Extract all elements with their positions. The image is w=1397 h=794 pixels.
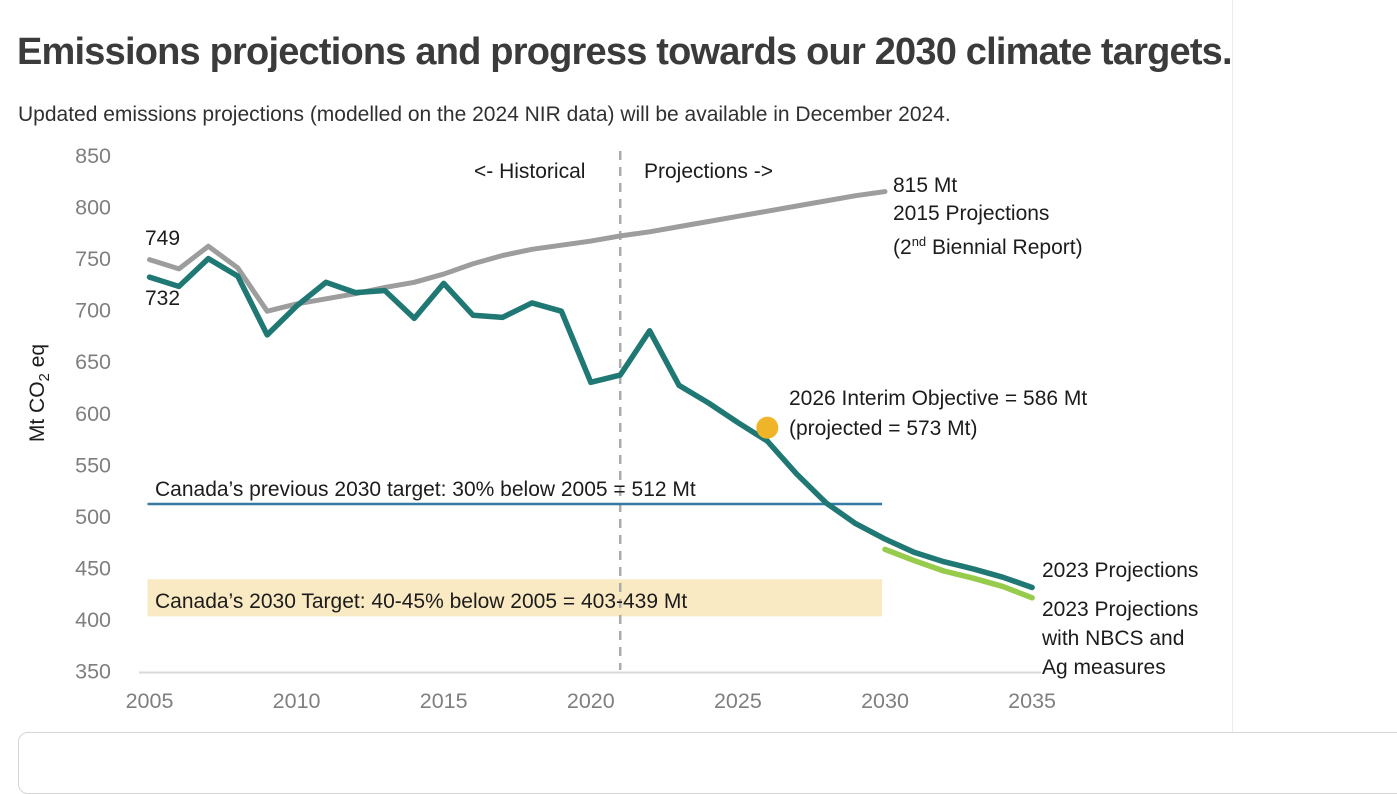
y-tick-label: 800 [75,196,111,220]
gray-series-start-value: 749 [145,227,181,250]
y-tick-label: 600 [75,402,111,426]
2015-projections-source: (2nd Biennial Report) [893,234,1083,259]
y-axis-title: Mt CO2 eq [26,344,53,442]
page-column-divider [1232,0,1233,732]
y-tick-label: 850 [75,144,111,168]
projections-label: Projections -> [644,160,773,183]
target-band [147,579,883,617]
y-axis-tick-labels: 850 800 750 700 650 600 550 500 450 400 350 [75,144,111,684]
page-title: Emissions projections and progress towar… [17,31,1233,74]
nbcs-line3: Ag measures [1042,656,1166,679]
y-tick-label: 350 [75,660,111,684]
teal-series-start-value: 732 [145,287,181,310]
x-axis-tick-labels: 2005 2010 2015 2020 2025 2030 2035 [126,689,1056,713]
series-line-0 [147,189,888,314]
interim-objective-dot [756,416,779,439]
2015-projections-name: 2015 Projections [893,202,1050,225]
nbcs-line1: 2023 Projections [1042,598,1199,621]
x-tick-label: 2030 [861,689,909,713]
y-tick-label: 500 [75,505,111,529]
interim-objective-marker [756,416,779,439]
x-tick-label: 2005 [126,689,174,713]
next-content-card-edge [18,732,1397,794]
series-line-1 [146,255,1035,591]
y-tick-label: 700 [75,299,111,323]
historical-label: <- Historical [474,160,586,183]
series-line-2 [882,546,1035,601]
y-tick-label: 650 [75,350,111,374]
previous-target-label: Canada’s previous 2030 target: 30% below… [155,478,696,501]
2015-projections-label: 815 Mt 2015 Projections (2nd Biennial Re… [893,172,1083,262]
interim-objective-line1: 2026 Interim Objective = 586 Mt [789,387,1088,410]
y-tick-label: 750 [75,247,111,271]
y-tick-label: 550 [75,453,111,477]
x-tick-label: 2020 [567,689,615,713]
x-tick-label: 2010 [273,689,321,713]
x-tick-label: 2035 [1008,689,1056,713]
target-band-rect [147,579,883,617]
series-historical-2023-projections [146,255,1035,591]
x-tick-label: 2025 [714,689,762,713]
x-tick-label: 2015 [420,689,468,713]
series-2023-projections-nbcs [882,546,1035,601]
y-tick-label: 450 [75,556,111,580]
nbcs-line2: with NBCS and [1042,627,1185,650]
interim-objective-line2: (projected = 573 Mt) [789,416,978,440]
series-2015-projections [147,189,888,314]
2015-projections-value: 815 Mt [893,174,958,197]
y-tick-label: 400 [75,608,111,632]
2030-target-label: Canada’s 2030 Target: 40-45% below 2005 … [155,590,688,613]
2023-projections-nbcs-label: 2023 Projections with NBCS and Ag measur… [1042,595,1198,682]
interim-objective-label: 2026 Interim Objective = 586 Mt (project… [789,384,1087,443]
page-subtitle: Updated emissions projections (modelled … [18,103,951,126]
2023-projections-label: 2023 Projections [1042,559,1199,582]
